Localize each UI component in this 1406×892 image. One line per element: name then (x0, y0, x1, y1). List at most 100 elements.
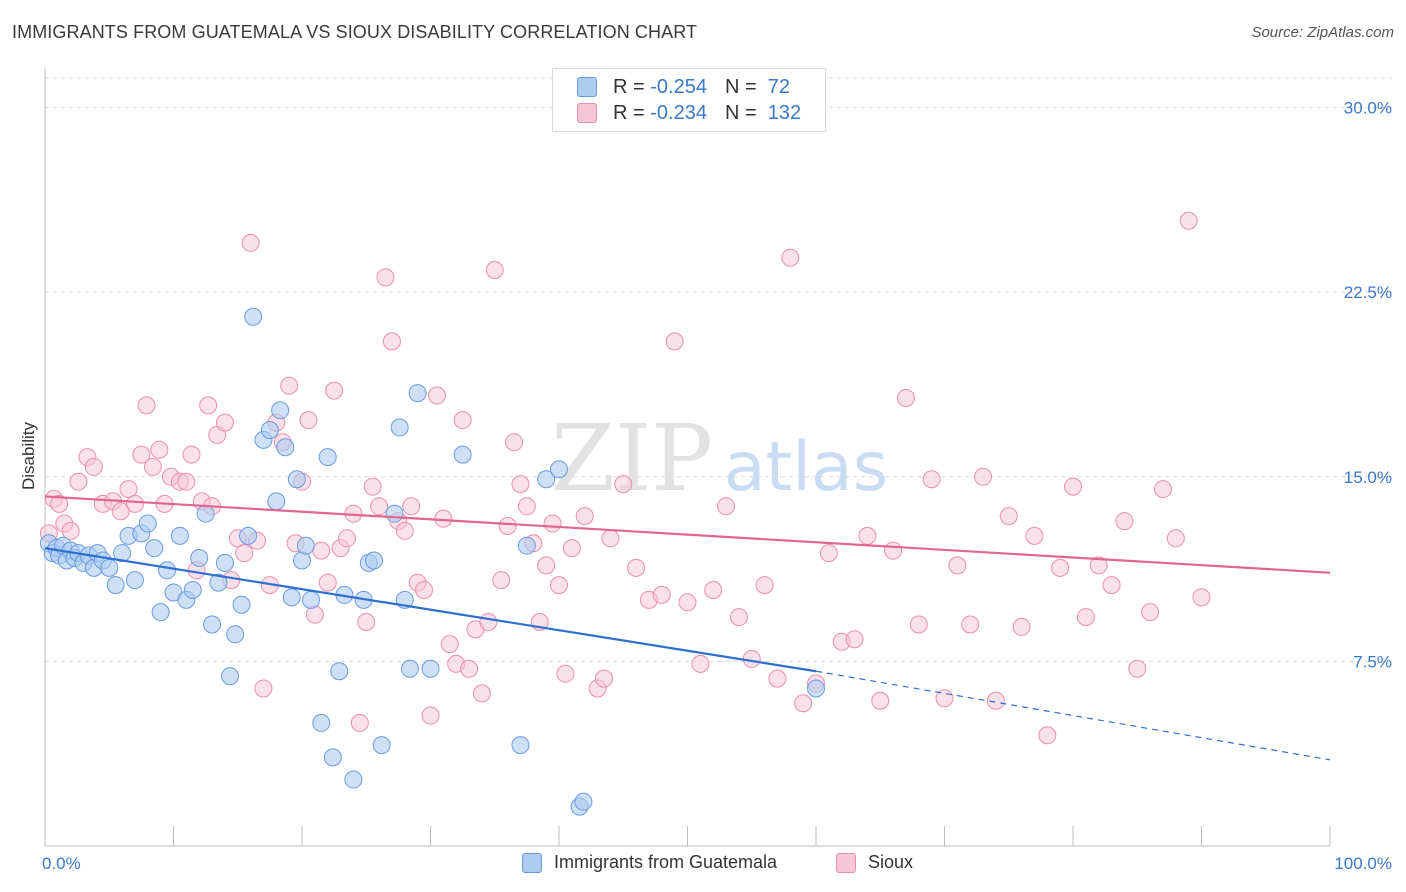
guatemala-point (170, 526, 189, 545)
sioux-point (1051, 558, 1070, 577)
sioux-point (50, 494, 69, 513)
source-label: Source: ZipAtlas.com (1251, 24, 1394, 41)
tick-labels: 7.5% 15.0% 22.5% 30.0% 0.0% 100.0% (42, 99, 1392, 873)
guatemala-point (106, 576, 125, 595)
sioux-point (254, 679, 273, 698)
guatemala-point (183, 581, 202, 599)
guatemala-point (145, 539, 164, 558)
y-axis-label: Disability (19, 421, 38, 490)
sioux-point (199, 396, 218, 415)
guatemala-point (203, 615, 222, 634)
sioux-point (1166, 529, 1185, 548)
sioux-point (182, 445, 201, 464)
sioux-point (1192, 588, 1211, 607)
guatemala-point (282, 588, 301, 607)
sioux-trend-line (44, 495, 1331, 574)
sioux-point (819, 544, 838, 563)
guatemala-point (537, 470, 556, 489)
trend-lines (44, 495, 1331, 761)
sioux-point (453, 411, 472, 430)
series-name: Sioux (868, 852, 914, 872)
legend-row-guatemala: R = -0.254 N = 72 (577, 75, 790, 99)
sioux-point (84, 457, 103, 476)
sioux-point (215, 413, 234, 432)
sioux-point (363, 477, 382, 496)
sioux-point (402, 497, 421, 516)
series-swatch-pink (836, 852, 856, 873)
guatemala-point (221, 667, 240, 686)
sioux-point (337, 529, 356, 548)
x-tick-label: 0.0% (42, 854, 81, 873)
sioux-point (909, 615, 928, 634)
sioux-point (884, 541, 903, 560)
sioux-point (505, 433, 524, 452)
guatemala-point (226, 625, 245, 644)
watermark-atlas: atlas (724, 428, 888, 507)
guatemala-point (408, 384, 427, 403)
guatemala-point (400, 659, 419, 678)
sioux-point (299, 411, 318, 430)
sioux-point (1025, 526, 1044, 545)
sioux-point (845, 630, 864, 649)
sioux-point (132, 445, 151, 464)
sioux-point (241, 233, 260, 252)
sioux-point (896, 389, 915, 407)
sioux-point (312, 541, 331, 560)
sioux-point (999, 507, 1018, 526)
guatemala-point (190, 549, 209, 567)
guatemala-point (244, 307, 263, 326)
series-legend-guatemala: Immigrants from Guatemala (522, 852, 777, 873)
sioux-point (492, 571, 511, 590)
legend-n-value: 132 (767, 101, 802, 124)
y-tick-label: 15.0% (1344, 468, 1392, 487)
guatemala-trend-extension (815, 670, 1331, 761)
sioux-point (498, 517, 517, 535)
sioux-point (556, 664, 575, 683)
sioux-point (280, 376, 299, 395)
guatemala-point (239, 526, 258, 545)
sioux-point (150, 440, 169, 459)
sioux-point (1076, 608, 1095, 627)
sioux-point (517, 497, 536, 516)
guatemala-point (312, 713, 331, 732)
sioux-point (1153, 480, 1172, 499)
sioux-point (922, 470, 941, 489)
guatemala-point (293, 551, 311, 570)
legend-n-label: N = (724, 101, 757, 124)
sioux-point (376, 268, 395, 287)
sioux-point (550, 576, 568, 595)
guatemala-point (276, 438, 295, 457)
sioux-point (434, 509, 453, 528)
sioux-point (543, 514, 562, 533)
sioux-point (986, 691, 1005, 710)
sioux-point (485, 261, 504, 279)
guatemala-point (151, 603, 170, 622)
x-tick-label: 100.0% (1334, 854, 1392, 873)
sioux-point (601, 529, 620, 548)
guatemala-point (344, 770, 363, 789)
sioux-point (460, 659, 479, 678)
guatemala-point (385, 504, 404, 523)
sioux-point (61, 521, 80, 540)
sioux-point (1115, 512, 1134, 531)
sioux-point (768, 669, 787, 688)
y-tick-label: 30.0% (1344, 99, 1392, 118)
sioux-point (415, 581, 434, 599)
sioux-point (562, 539, 581, 558)
guatemala-point (287, 470, 306, 489)
sioux-point (717, 497, 736, 516)
sioux-point (691, 654, 710, 673)
sioux-point (614, 475, 633, 494)
guatemala-point (511, 736, 530, 755)
sioux-point (1128, 659, 1147, 678)
guatemala-point (196, 504, 215, 523)
guatemala-point (100, 558, 119, 577)
legend-n-label: N = (724, 75, 757, 98)
sioux-point (125, 494, 144, 513)
sioux-point (665, 332, 684, 351)
guatemala-point (372, 736, 391, 755)
sioux-point (177, 472, 196, 491)
sioux-point (974, 467, 993, 486)
guatemala-point (453, 445, 472, 464)
